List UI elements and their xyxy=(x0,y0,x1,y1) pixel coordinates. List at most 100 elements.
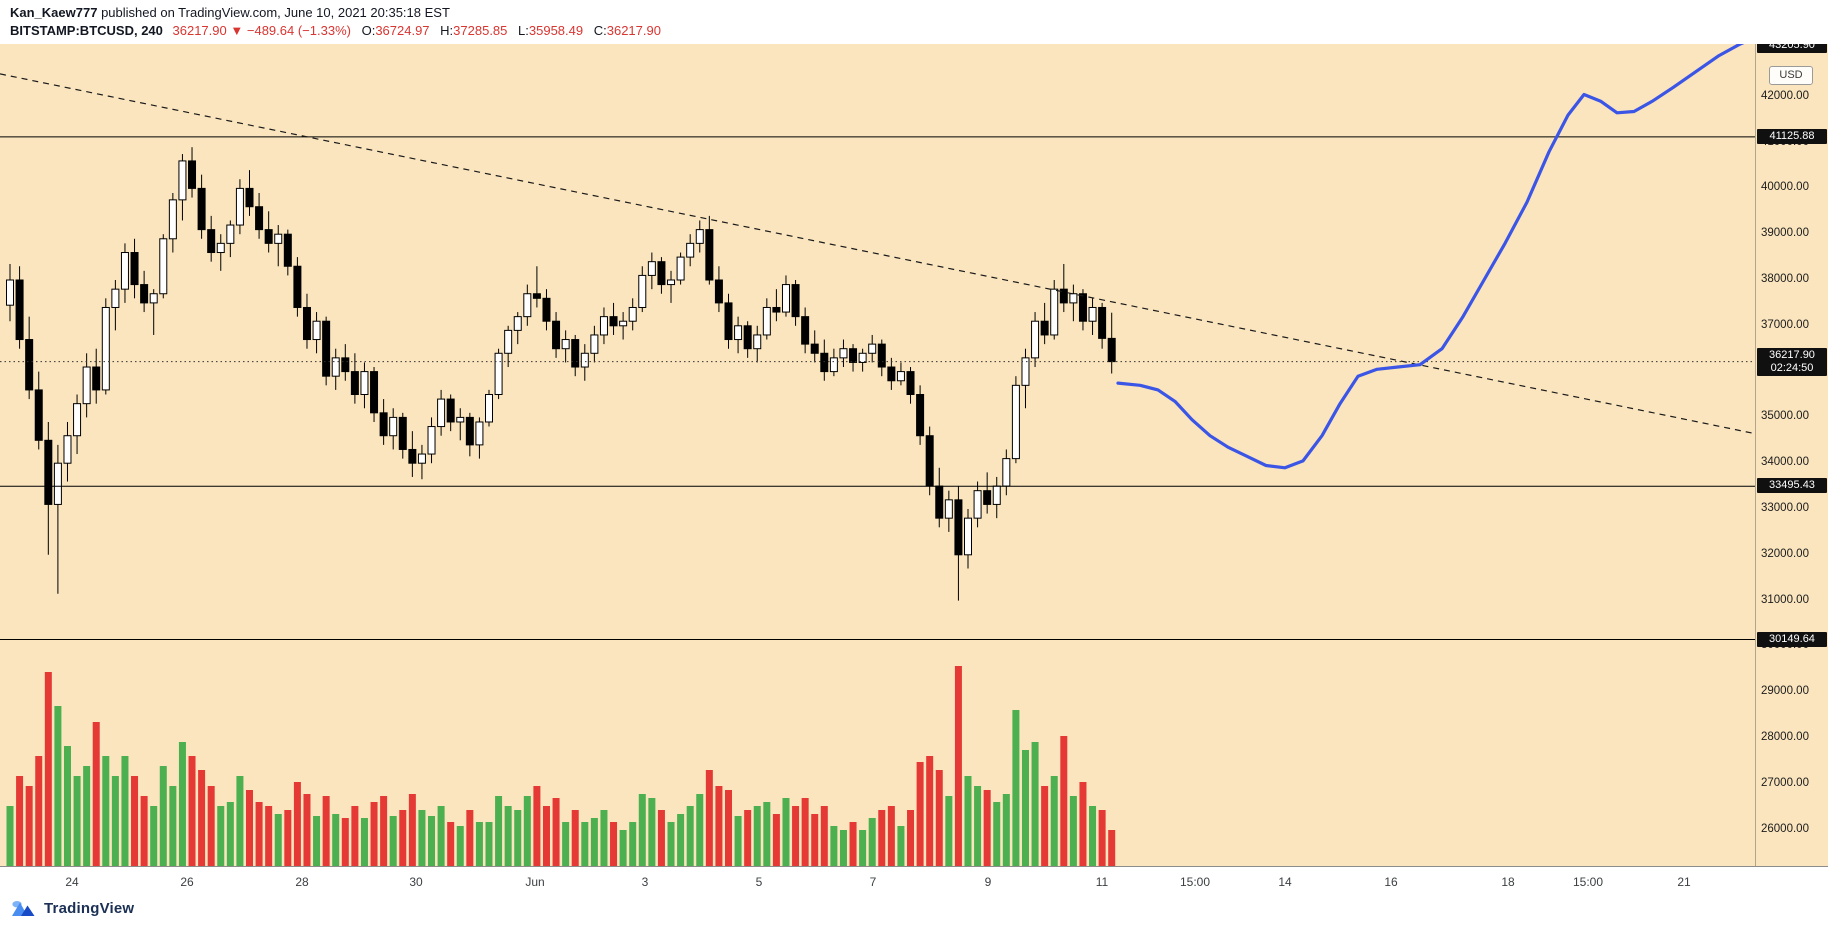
volume-bar xyxy=(887,806,895,866)
volume-bar xyxy=(418,810,426,866)
candle-body xyxy=(925,435,934,487)
price-level-tag: 43205.90 xyxy=(1757,44,1827,53)
candle-body xyxy=(724,302,733,341)
candle-body xyxy=(1002,458,1011,487)
volume-bar xyxy=(226,802,234,866)
time-axis-label: 7 xyxy=(869,875,877,889)
candle-body xyxy=(916,394,925,437)
candle-body xyxy=(274,233,283,244)
volume-bar xyxy=(859,830,867,866)
price-scale-label: 34000.00 xyxy=(1761,456,1809,469)
candle-body xyxy=(197,187,206,231)
candle-body xyxy=(255,206,264,231)
volume-bar xyxy=(648,798,656,866)
volume-bar xyxy=(284,810,292,866)
currency-toggle-button[interactable]: USD xyxy=(1769,66,1813,85)
volume-bar xyxy=(169,786,177,866)
volume-bar xyxy=(456,826,464,866)
volume-bar xyxy=(945,796,953,866)
candle-body xyxy=(350,371,359,396)
price-tag-value: 36217.90 xyxy=(1769,348,1815,361)
volume-bar xyxy=(207,786,215,866)
candle-body xyxy=(887,366,896,382)
candle-body xyxy=(389,416,398,437)
publication-header: Kan_Kaew777 published on TradingView.com… xyxy=(0,0,1828,44)
candle-body xyxy=(398,416,407,450)
price-scale-label: 28000.00 xyxy=(1761,731,1809,743)
descending-trendline[interactable] xyxy=(0,73,1755,435)
volume-bar xyxy=(217,806,225,866)
time-axis-label: 14 xyxy=(1278,875,1292,889)
price-scale-label: 39000.00 xyxy=(1761,227,1809,240)
candle-body xyxy=(235,187,244,226)
candle-body xyxy=(983,490,992,505)
volume-bar xyxy=(801,798,809,866)
candle-body xyxy=(264,229,273,244)
volume-bar xyxy=(1050,776,1058,866)
candle-body xyxy=(667,279,676,286)
volume-bar xyxy=(92,722,100,866)
volume-bar xyxy=(878,810,886,866)
time-scale-axis[interactable]: 24 26 28 30 Jun 3 5 7 9 11 15:00 14 16 18 15:00 21 Trad… xyxy=(0,866,1828,929)
volume-bar xyxy=(542,806,550,866)
ohlc-low-label: L: xyxy=(518,23,529,38)
volume-bar xyxy=(83,766,91,866)
volume-bar xyxy=(811,814,819,866)
volume-bar xyxy=(629,822,637,866)
volume-bar xyxy=(725,790,732,866)
candle-body xyxy=(647,261,656,276)
volume-bar xyxy=(447,822,455,866)
volume-bar xyxy=(178,742,186,866)
volume-bar xyxy=(44,672,52,866)
volume-bar xyxy=(265,806,273,866)
time-axis-label: Jun xyxy=(525,875,545,889)
candle-body xyxy=(992,485,1001,505)
price-scale-label: 31000.00 xyxy=(1761,593,1809,606)
candle-body xyxy=(120,252,129,290)
volume-bar xyxy=(1031,742,1039,866)
candle-body xyxy=(283,233,292,267)
volume-bar xyxy=(322,796,330,866)
volume-bar xyxy=(1089,806,1097,866)
candle-body xyxy=(370,371,379,414)
candle-body xyxy=(408,448,417,464)
candle-body xyxy=(686,242,695,258)
candle-body xyxy=(906,371,915,396)
volume-bar xyxy=(677,814,685,866)
ohlc-open-label: O: xyxy=(361,23,376,38)
candle-body xyxy=(331,357,340,377)
volume-bar xyxy=(907,810,915,866)
volume-bar xyxy=(839,830,847,866)
candle-body xyxy=(801,316,810,345)
volume-bar xyxy=(993,802,1001,866)
candle-body xyxy=(207,229,216,254)
brush-projection-drawing[interactable] xyxy=(1116,44,1754,470)
candle-body xyxy=(973,490,982,519)
volume-bar xyxy=(964,776,972,866)
candle-body xyxy=(1050,288,1059,336)
candle-body xyxy=(1088,306,1097,322)
chart-canvas[interactable] xyxy=(0,44,1755,866)
volume-bar xyxy=(916,762,924,866)
volume-bar xyxy=(772,814,780,866)
candle-body xyxy=(73,403,82,437)
volume-bar xyxy=(657,810,665,866)
candle-body xyxy=(216,242,225,254)
candle-body xyxy=(293,265,302,308)
author-name: Kan_Kaew777 xyxy=(10,5,98,20)
volume-bar xyxy=(533,786,541,866)
price-scale-label: 27000.00 xyxy=(1761,776,1809,789)
volume-bar xyxy=(792,806,800,866)
candle-body xyxy=(427,426,436,455)
price-scale-axis[interactable]: 43000.0042000.0041000.0040000.0039000.00… xyxy=(1755,44,1828,866)
time-axis-label: 16 xyxy=(1384,875,1398,889)
price-scale-label: 40000.00 xyxy=(1761,181,1809,194)
candle-body xyxy=(513,316,522,331)
volume-bar xyxy=(830,826,838,866)
tradingview-logo[interactable]: TradingView xyxy=(10,899,134,917)
candle-body xyxy=(676,256,685,281)
candle-body xyxy=(695,229,704,244)
candle-body xyxy=(341,357,350,373)
volume-bar xyxy=(360,818,368,866)
volume-bar xyxy=(1041,786,1049,866)
